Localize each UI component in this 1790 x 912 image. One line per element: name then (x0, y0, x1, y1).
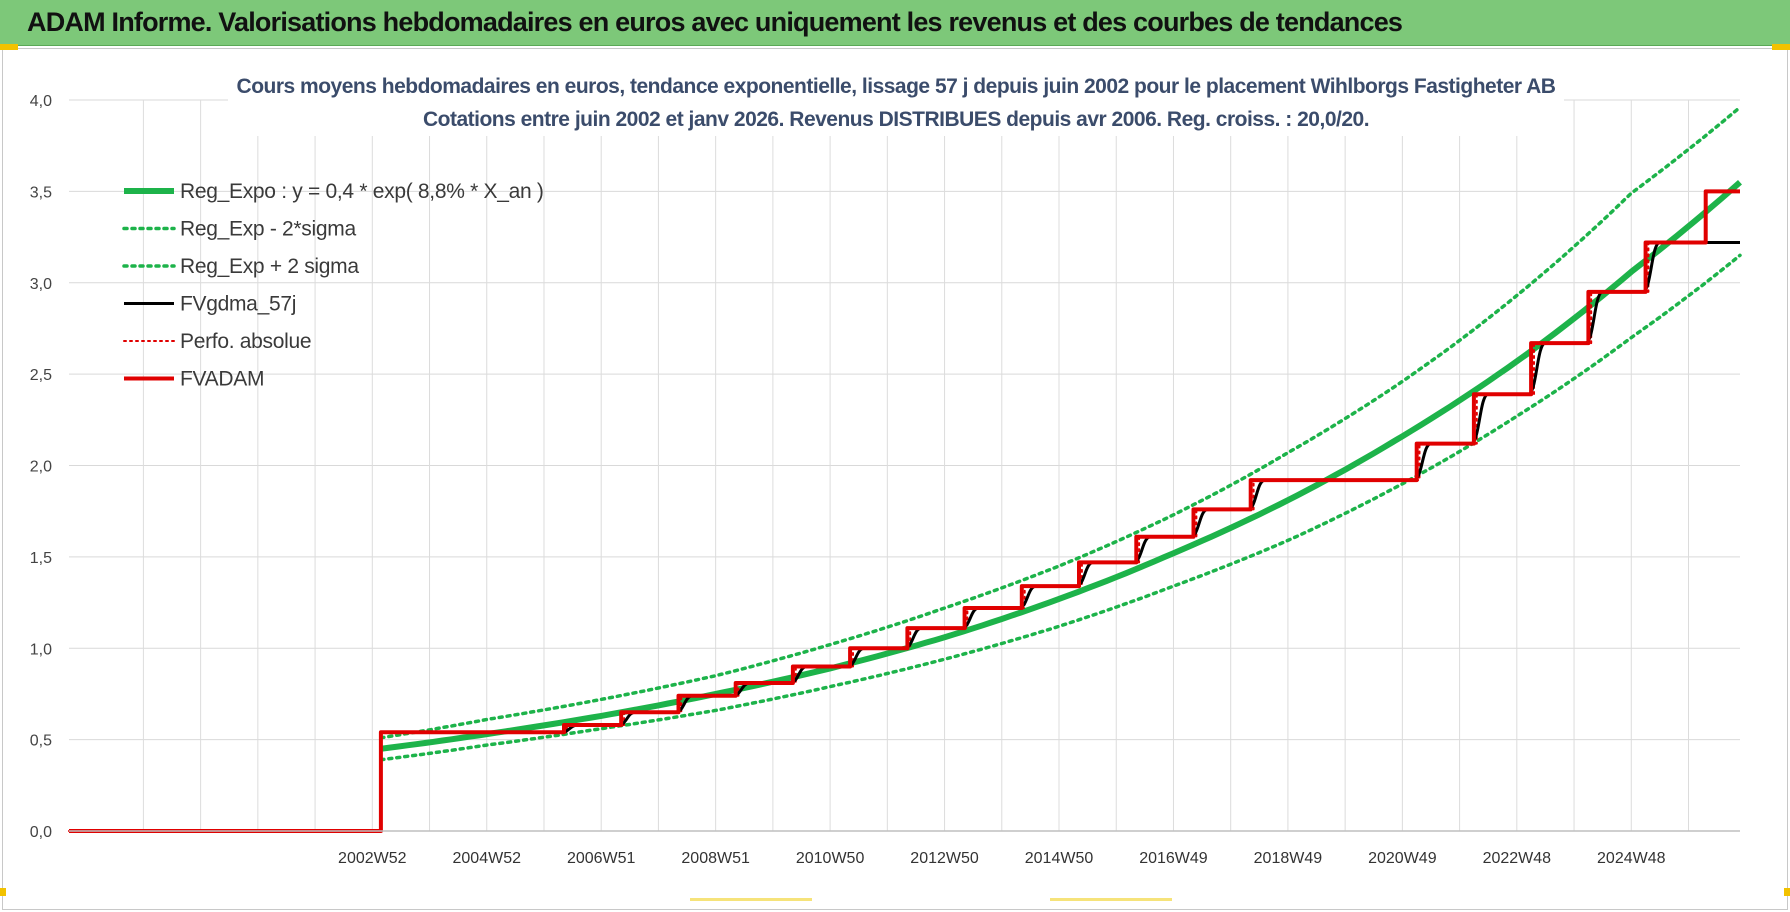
y-tick-label: 3,5 (30, 184, 52, 201)
frame-corner-marker (0, 888, 6, 896)
y-tick-label: 1,0 (30, 641, 52, 658)
x-tick-label: 2016W49 (1139, 850, 1208, 867)
y-tick-label: 1,5 (30, 550, 52, 567)
grid-layer (69, 99, 1740, 832)
legend-label: FVgdma_57j (180, 293, 296, 316)
x-tick-label: 2002W52 (338, 850, 407, 867)
legend-label: FVADAM (180, 368, 264, 391)
x-tick-label: 2022W48 (1483, 850, 1552, 867)
series-line-0 (380, 179, 1742, 752)
legend-label: Reg_Exp + 2 sigma (180, 255, 359, 278)
legend-label: Perfo. absolue (180, 330, 311, 353)
axis-layer: 0,0 0,5 1,0 1,5 2,0 2,5 3,0 3,5 4,0 2002W52 2004W5… (30, 93, 1740, 867)
y-tick-label: 0,5 (30, 733, 52, 750)
x-tick-label: 2018W49 (1254, 850, 1323, 867)
y-tick-label: 0,0 (30, 824, 52, 841)
x-tick-label: 2004W52 (453, 850, 522, 867)
x-tick-label: 2020W49 (1368, 850, 1437, 867)
y-tick-label: 4,0 (30, 93, 52, 110)
legend-label: Reg_Exp - 2*sigma (180, 218, 356, 241)
title-background (228, 68, 1564, 136)
chart-title: Cours moyens hebdomadaires en euros, ten… (237, 75, 1556, 98)
y-tick-label: 2,0 (30, 459, 52, 476)
series-line-5 (69, 189, 1740, 833)
x-tick-label: 2008W51 (681, 850, 750, 867)
x-tick-label: 2012W50 (910, 850, 979, 867)
x-tick-label: 2014W50 (1025, 850, 1094, 867)
series-line-2 (379, 105, 1742, 740)
y-tick-label: 2,5 (30, 367, 52, 384)
chart-frame (2, 48, 1788, 910)
frame-corner-marker (0, 44, 18, 50)
series-line-4 (68, 241, 1741, 832)
y-tick-label: 3,0 (30, 276, 52, 293)
series-layer (68, 105, 1742, 833)
chart-subtitle: Cotations entre juin 2002 et janv 2026. … (423, 108, 1369, 131)
legend: Reg_Expo : y = 0,4 * exp( 8,8% * X_an ) R… (122, 180, 544, 391)
x-tick-label: 2024W48 (1597, 850, 1666, 867)
legend-label: Reg_Expo : y = 0,4 * exp( 8,8% * X_an ) (180, 180, 544, 203)
frame-bottom-marker (690, 898, 812, 901)
series-line-3 (69, 241, 1740, 833)
frame-bottom-marker (1050, 898, 1172, 901)
x-tick-label: 2010W50 (796, 850, 865, 867)
report-title: ADAM Informe. Valorisations hebdomadaire… (27, 7, 1403, 37)
series-line-1 (379, 253, 1742, 762)
frame-corner-marker (1784, 888, 1790, 896)
frame-corner-marker (1772, 44, 1790, 50)
x-tick-label: 2006W51 (567, 850, 636, 867)
report-banner: ADAM Informe. Valorisations hebdomadaire… (0, 0, 1790, 46)
